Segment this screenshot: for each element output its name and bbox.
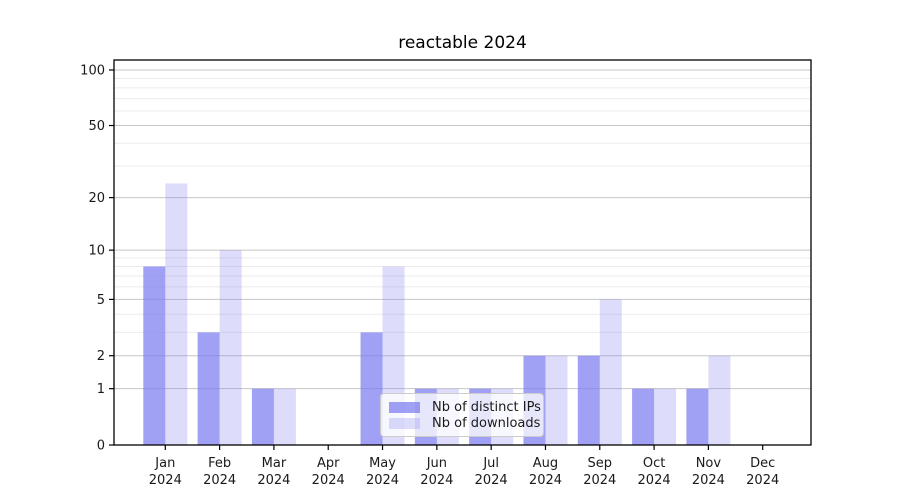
bar-distinct-ips xyxy=(577,355,600,445)
y-tick-label: 100 xyxy=(80,64,105,79)
x-tick-label: Aug 2024 xyxy=(529,456,562,488)
bar-downloads xyxy=(599,299,622,445)
bar-downloads xyxy=(708,355,731,445)
y-tick-label: 20 xyxy=(88,191,105,206)
x-tick-label: Mar 2024 xyxy=(257,456,290,488)
x-tick-label: Oct 2024 xyxy=(638,456,671,488)
y-tick-label: 10 xyxy=(88,244,105,259)
x-tick-label: Dec 2024 xyxy=(746,456,779,488)
y-tick-label: 1 xyxy=(97,382,105,397)
axes-box xyxy=(113,59,812,446)
x-tick-label: Feb 2024 xyxy=(203,456,236,488)
x-tick-label: May 2024 xyxy=(366,456,399,488)
legend-item-downloads: Nb of downloads xyxy=(389,415,540,431)
chart-title: reactable 2024 xyxy=(398,33,527,53)
legend-label-distinct-ips: Nb of distinct IPs xyxy=(432,399,541,415)
x-tick-label: Jun 2024 xyxy=(420,456,453,488)
y-tick-label: 2 xyxy=(97,349,105,364)
x-tick-label: Jul 2024 xyxy=(475,456,508,488)
bar-downloads xyxy=(273,388,296,445)
bar-distinct-ips xyxy=(632,388,655,445)
legend-swatch-distinct-ips xyxy=(389,401,420,413)
bar-downloads xyxy=(165,183,188,446)
bar-distinct-ips xyxy=(686,388,709,445)
x-tick-label: Sep 2024 xyxy=(583,456,616,488)
bar-distinct-ips xyxy=(251,388,274,445)
bar-distinct-ips xyxy=(143,266,166,445)
y-tick-label: 0 xyxy=(97,439,105,454)
x-tick-label: Jan 2024 xyxy=(149,456,182,488)
x-tick-label: Nov 2024 xyxy=(692,456,725,488)
y-tick-label: 5 xyxy=(97,293,105,308)
x-tick-label: Apr 2024 xyxy=(312,456,345,488)
legend: Nb of distinct IPs Nb of downloads xyxy=(380,393,544,437)
legend-label-downloads: Nb of downloads xyxy=(432,415,541,431)
y-tick-label: 50 xyxy=(88,119,105,134)
bar-downloads xyxy=(219,250,242,445)
legend-item-distinct-ips: Nb of distinct IPs xyxy=(389,399,541,415)
legend-swatch-downloads xyxy=(389,417,420,429)
bar-downloads xyxy=(654,388,677,445)
bar-distinct-ips xyxy=(360,332,383,445)
bar-distinct-ips xyxy=(197,332,220,445)
bar-downloads xyxy=(545,355,568,445)
